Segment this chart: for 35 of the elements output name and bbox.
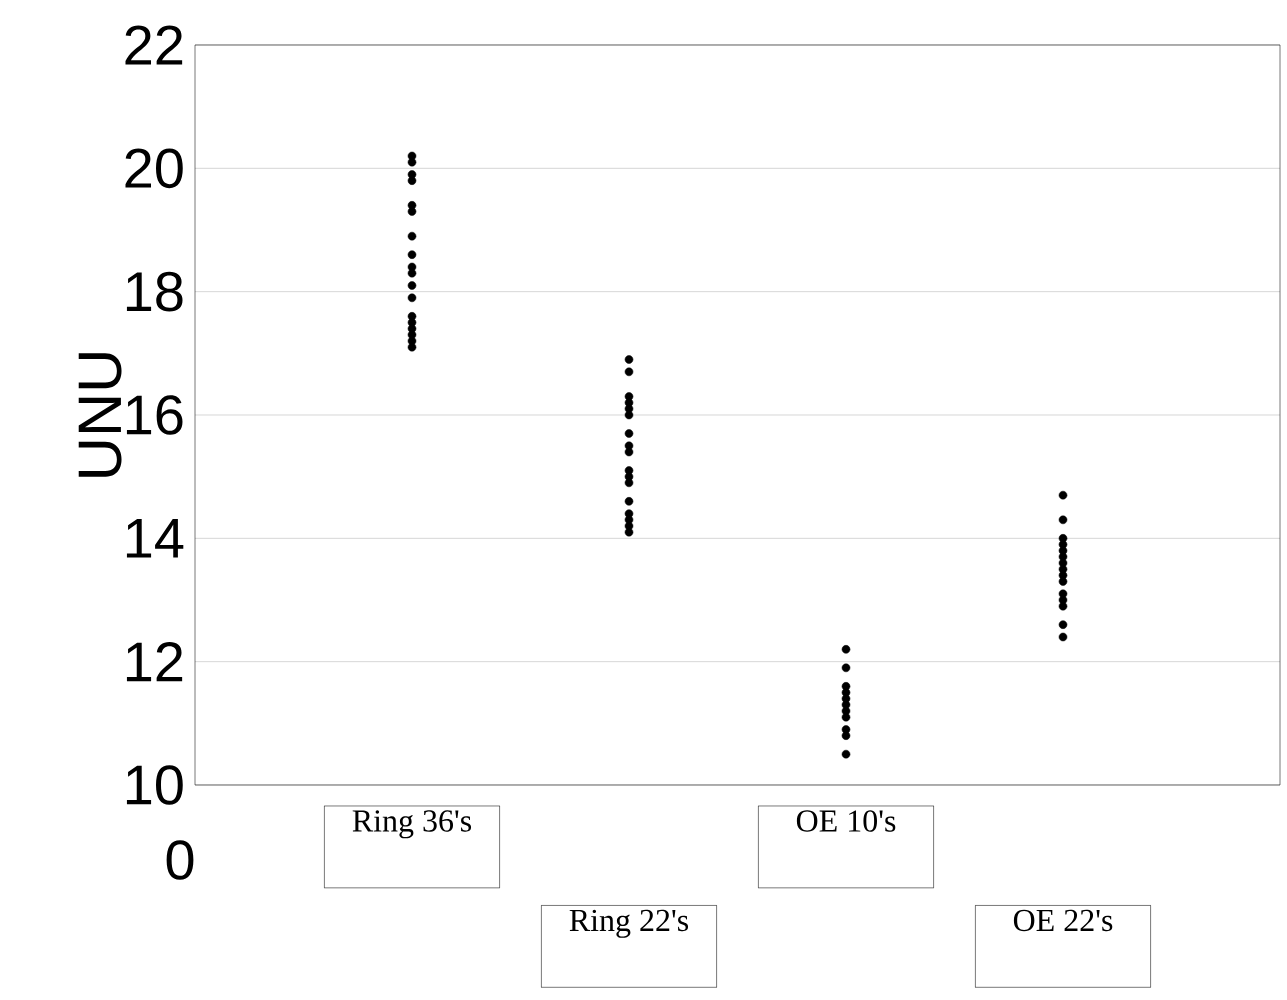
point — [1058, 632, 1068, 642]
x-tick-label: OE 22's — [1013, 909, 1113, 932]
point — [407, 176, 417, 185]
y-tick-label: 18 — [126, 271, 183, 312]
point — [624, 478, 634, 488]
point — [624, 497, 634, 506]
y-tick-label: 20 — [125, 148, 183, 189]
point — [841, 663, 851, 673]
text: 0 — [166, 840, 194, 880]
x-tick-label: Ring 22's — [569, 909, 689, 938]
point — [624, 367, 634, 377]
x-tick-label: OE 10's — [796, 810, 896, 832]
point — [1058, 620, 1068, 629]
point — [407, 207, 417, 216]
point — [841, 749, 851, 759]
y-tick-label: 16 — [126, 395, 183, 435]
y-tick-label: 10 — [126, 765, 183, 805]
y-axis-title: UNU — [78, 353, 122, 477]
point — [624, 410, 634, 420]
point — [624, 355, 634, 364]
point — [407, 281, 417, 290]
point — [1058, 490, 1068, 500]
y-tick-label: 22 — [125, 25, 183, 65]
point — [407, 231, 417, 241]
y-tick-label: 12 — [126, 642, 183, 682]
point — [841, 645, 851, 654]
point — [407, 293, 417, 303]
point — [1058, 577, 1068, 586]
point — [1058, 515, 1068, 525]
point — [624, 429, 634, 438]
point — [841, 731, 851, 740]
point — [407, 250, 417, 259]
y-tick-label: 14 — [126, 519, 184, 558]
x-tick-label: Ring 36's — [352, 810, 472, 839]
point — [624, 447, 634, 457]
